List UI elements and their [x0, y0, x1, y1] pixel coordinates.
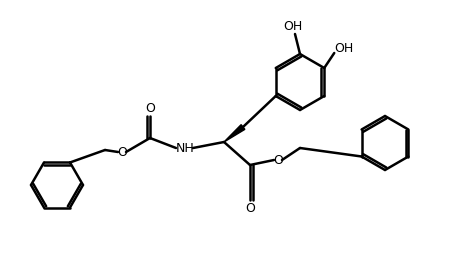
Text: O: O — [117, 146, 127, 158]
Text: O: O — [273, 153, 283, 167]
Text: OH: OH — [284, 20, 303, 33]
Polygon shape — [224, 125, 245, 142]
Text: O: O — [145, 103, 155, 116]
Text: O: O — [245, 201, 255, 214]
Text: OH: OH — [335, 41, 354, 55]
Text: NH: NH — [175, 141, 194, 154]
